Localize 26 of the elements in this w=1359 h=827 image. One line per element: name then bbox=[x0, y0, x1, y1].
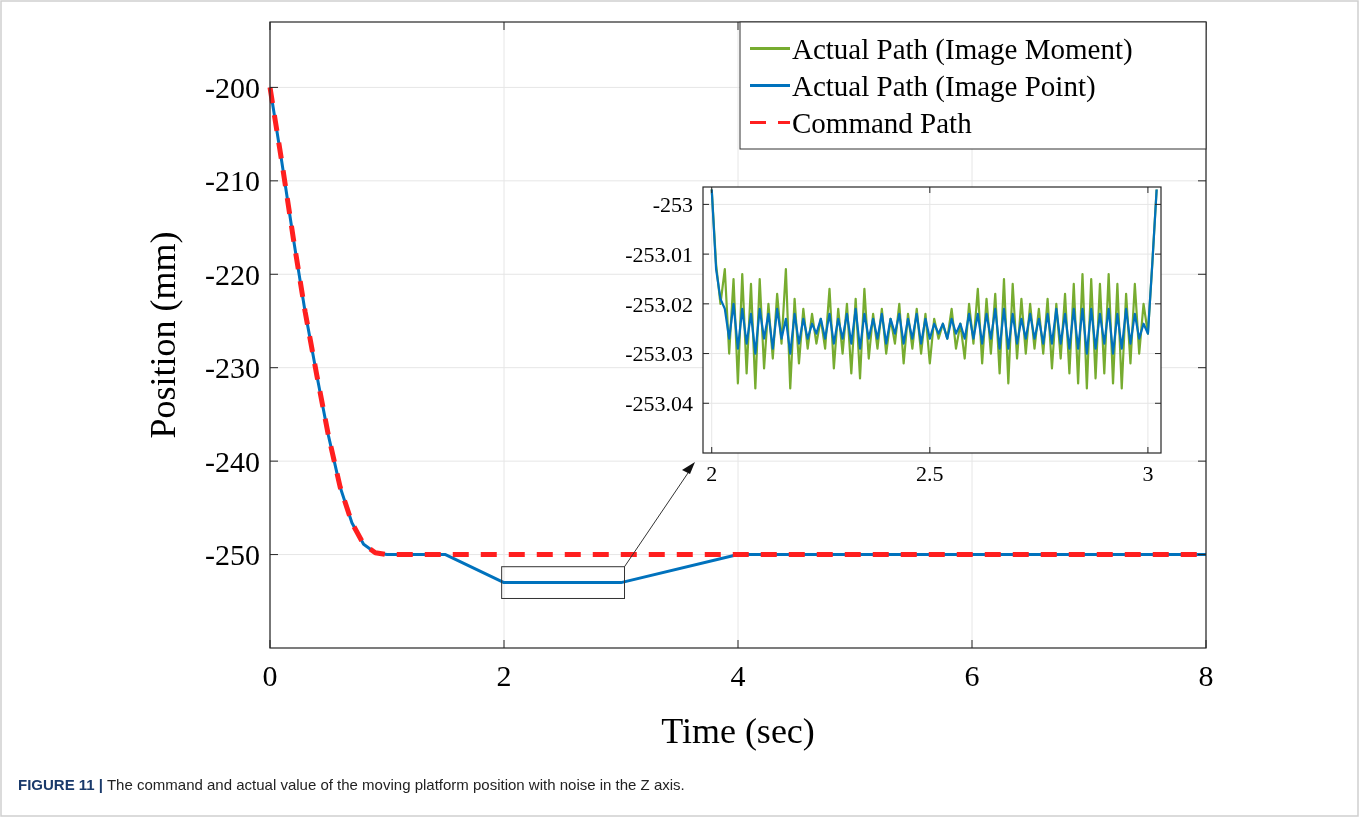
x-tick-label: 4 bbox=[730, 658, 746, 692]
x-tick-label: 2.5 bbox=[916, 460, 944, 486]
legend-label: Actual Path (Image Moment) bbox=[792, 32, 1133, 66]
y-tick-label: -210 bbox=[205, 164, 260, 198]
y-tick-label: -230 bbox=[205, 351, 260, 385]
y-tick-label: -253.03 bbox=[625, 341, 693, 367]
y-tick-label: -240 bbox=[205, 444, 260, 478]
x-tick-label: 3 bbox=[1142, 460, 1154, 486]
x-tick-label: 2 bbox=[496, 658, 512, 692]
y-tick-label: -253.01 bbox=[625, 241, 693, 267]
x-tick-label: 2 bbox=[706, 460, 718, 486]
legend-label: Command Path bbox=[792, 106, 973, 139]
line-series bbox=[710, 188, 1158, 355]
legend-label: Actual Path (Image Point) bbox=[792, 69, 1096, 103]
x-tick-label: 6 bbox=[964, 658, 980, 692]
x-tick-label: 0 bbox=[262, 658, 278, 692]
x-tick-label: 8 bbox=[1198, 658, 1214, 692]
y-tick-label: -253 bbox=[652, 192, 693, 218]
y-tick-label: -253.04 bbox=[625, 390, 693, 416]
y-tick-label: -200 bbox=[205, 70, 260, 104]
caption: FIGURE 11 | The command and actual value of the moving platform position with noise in the Z axis. bbox=[18, 776, 685, 793]
y-axis-title: Position (mm) bbox=[143, 231, 183, 439]
x-axis-title: Time (sec) bbox=[661, 711, 815, 751]
y-tick-label: -220 bbox=[205, 257, 260, 291]
y-tick-label: -250 bbox=[205, 538, 260, 572]
y-tick-label: -253.02 bbox=[625, 291, 693, 317]
